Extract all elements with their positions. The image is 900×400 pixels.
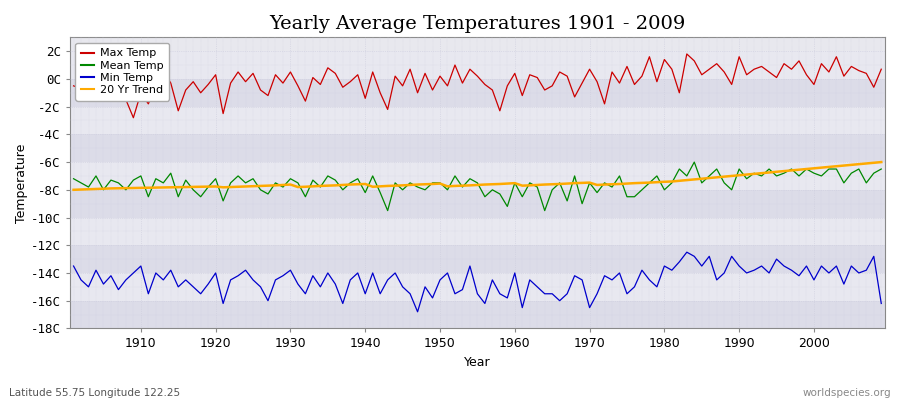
Bar: [70, 51, 885, 79]
Bar: [70, 134, 885, 162]
Bar: [70, 301, 885, 328]
Title: Yearly Average Temperatures 1901 - 2009: Yearly Average Temperatures 1901 - 2009: [269, 15, 686, 33]
Bar: [70, 162, 885, 190]
Bar: [70, 245, 885, 273]
Bar: [70, 273, 885, 301]
Text: Latitude 55.75 Longitude 122.25: Latitude 55.75 Longitude 122.25: [9, 388, 180, 398]
Text: worldspecies.org: worldspecies.org: [803, 388, 891, 398]
Bar: [70, 190, 885, 218]
Legend: Max Temp, Mean Temp, Min Temp, 20 Yr Trend: Max Temp, Mean Temp, Min Temp, 20 Yr Tre…: [76, 43, 169, 101]
Bar: [70, 107, 885, 134]
Y-axis label: Temperature: Temperature: [15, 143, 28, 222]
Bar: [70, 79, 885, 107]
X-axis label: Year: Year: [464, 356, 491, 369]
Bar: [70, 218, 885, 245]
